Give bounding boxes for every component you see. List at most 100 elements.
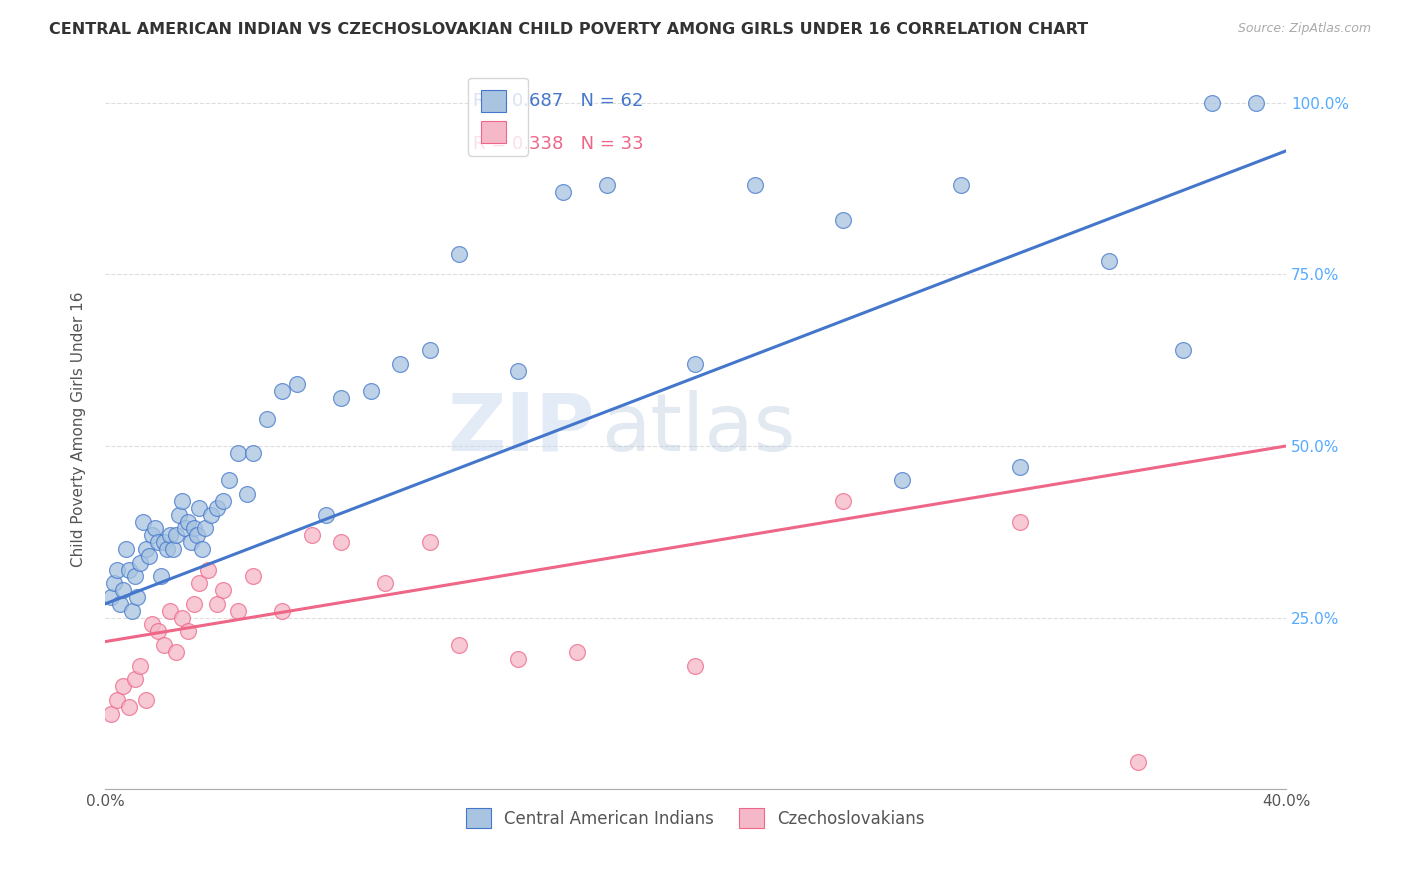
Point [419,535,441,549]
Point [832,494,855,508]
Point [596,178,619,193]
Point [205,500,228,515]
Point [330,535,353,549]
Point [127,590,149,604]
Point [153,535,176,549]
Text: CENTRAL AMERICAN INDIAN VS CZECHOSLOVAKIAN CHILD POVERTY AMONG GIRLS UNDER 16 CO: CENTRAL AMERICAN INDIAN VS CZECHOSLOVAKI… [49,22,1088,37]
Point [508,363,530,377]
Point [419,343,441,357]
Point [744,178,766,193]
Point [1098,253,1121,268]
Point [330,391,353,405]
Point [105,563,128,577]
Point [114,541,136,556]
Point [176,515,198,529]
Point [103,576,125,591]
Point [135,541,157,556]
Point [508,652,530,666]
Point [449,638,471,652]
Point [685,357,707,371]
Point [183,521,205,535]
Point [188,576,211,591]
Point [111,679,134,693]
Text: R = 0.338   N = 33: R = 0.338 N = 33 [474,136,644,153]
Point [271,604,294,618]
Point [197,563,219,577]
Point [235,487,257,501]
Point [389,357,412,371]
Point [832,212,855,227]
Point [100,590,122,604]
Point [146,624,169,639]
Point [226,446,249,460]
Point [1010,459,1032,474]
Point [170,494,193,508]
Point [374,576,396,591]
Point [132,515,155,529]
Point [194,521,217,535]
Point [301,528,323,542]
Point [1246,95,1268,110]
Point [256,411,278,425]
Point [165,528,187,542]
Point [141,617,163,632]
Point [1010,515,1032,529]
Point [117,699,139,714]
Point [449,247,471,261]
Point [105,693,128,707]
Point [167,508,190,522]
Point [124,673,146,687]
Point [200,508,222,522]
Point [129,556,152,570]
Point [891,474,914,488]
Point [205,597,228,611]
Legend: Central American Indians, Czechoslovakians: Central American Indians, Czechoslovakia… [460,801,932,835]
Point [153,638,176,652]
Point [100,706,122,721]
Point [180,535,202,549]
Point [162,541,184,556]
Point [150,569,173,583]
Point [143,521,166,535]
Point [129,658,152,673]
Point [170,610,193,624]
Point [135,693,157,707]
Point [165,645,187,659]
Point [111,583,134,598]
Point [271,384,294,398]
Point [685,658,707,673]
Point [183,597,205,611]
Point [159,528,181,542]
Point [218,474,240,488]
Point [141,528,163,542]
Point [242,446,264,460]
Point [360,384,382,398]
Point [108,597,131,611]
Point [156,541,179,556]
Point [285,377,308,392]
Point [242,569,264,583]
Point [186,528,208,542]
Point [1201,95,1223,110]
Point [226,604,249,618]
Text: atlas: atlas [600,390,796,468]
Point [950,178,973,193]
Point [1171,343,1194,357]
Point [315,508,337,522]
Point [191,541,214,556]
Point [159,604,181,618]
Point [173,521,195,535]
Point [1128,755,1150,769]
Point [176,624,198,639]
Y-axis label: Child Poverty Among Girls Under 16: Child Poverty Among Girls Under 16 [72,291,86,566]
Point [124,569,146,583]
Point [212,494,235,508]
Point [117,563,139,577]
Point [212,583,235,598]
Point [567,645,589,659]
Point [138,549,160,563]
Text: Source: ZipAtlas.com: Source: ZipAtlas.com [1237,22,1371,36]
Text: ZIP: ZIP [449,390,595,468]
Point [146,535,169,549]
Point [551,185,574,199]
